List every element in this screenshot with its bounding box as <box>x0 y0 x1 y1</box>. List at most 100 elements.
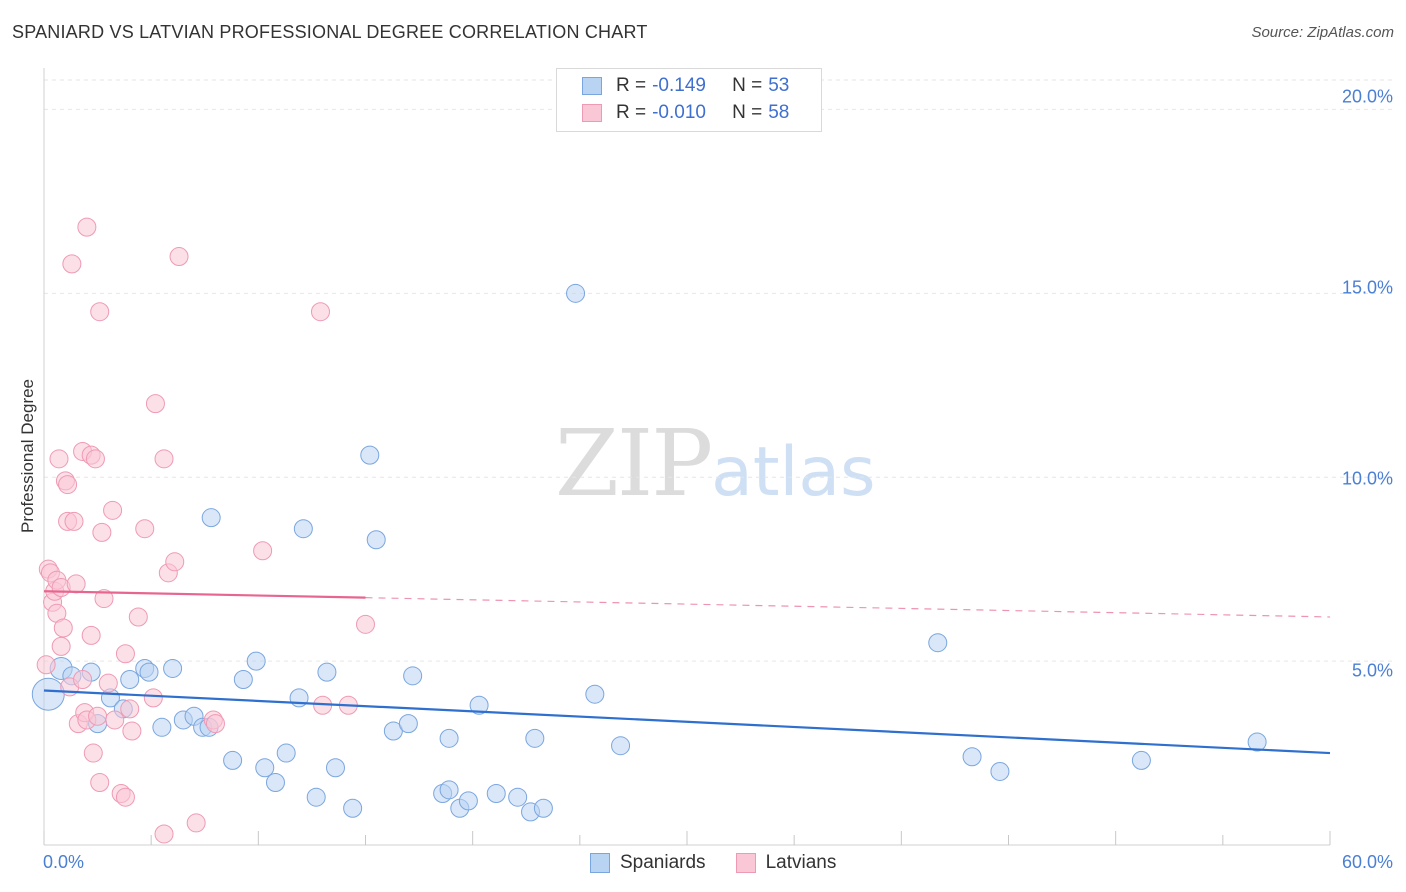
point-latvians <box>36 655 56 675</box>
stats-legend: R = -0.149 N = 53 R = -0.010 N = 58 <box>556 68 822 132</box>
point-spaniards <box>525 728 545 748</box>
legend-n-label: N = <box>732 75 763 96</box>
watermark-atlas: atlas <box>711 433 876 512</box>
point-latvians <box>103 500 123 520</box>
legend-item-latvians[interactable]: Latvians <box>735 852 836 874</box>
point-latvians <box>64 511 84 531</box>
legend-swatch-latvians <box>582 104 602 122</box>
point-spaniards <box>293 519 313 539</box>
point-spaniards <box>163 658 183 678</box>
legend-r-value: -0.010 <box>652 102 706 123</box>
legend-r-value: -0.149 <box>652 75 706 96</box>
point-spaniards <box>139 662 159 682</box>
point-spaniards <box>152 717 172 737</box>
point-spaniards <box>31 677 65 711</box>
legend-swatch-latvians <box>735 853 756 873</box>
point-spaniards <box>533 798 553 818</box>
point-latvians <box>58 475 78 495</box>
y-axis-label: Professional Degree <box>18 378 37 534</box>
point-spaniards <box>233 669 253 689</box>
point-spaniards <box>201 508 221 528</box>
point-spaniards <box>439 728 459 748</box>
legend-item-spaniards[interactable]: Spaniards <box>590 852 706 874</box>
point-latvians <box>154 449 174 469</box>
point-latvians <box>145 394 165 414</box>
legend-row-spaniards: R = -0.149 N = 53 <box>582 73 789 99</box>
point-spaniards <box>317 662 337 682</box>
point-spaniards <box>403 666 423 686</box>
point-latvians <box>356 614 375 634</box>
point-spaniards <box>611 736 631 756</box>
y-tick-label: 5.0% <box>1351 660 1393 681</box>
point-latvians <box>62 254 82 274</box>
point-latvians <box>205 714 225 734</box>
point-spaniards <box>265 772 285 792</box>
point-latvians <box>73 669 93 689</box>
legend-label-spaniards: Spaniards <box>620 852 706 873</box>
point-latvians <box>88 706 108 726</box>
point-spaniards <box>366 530 386 550</box>
point-spaniards <box>1131 750 1151 770</box>
point-spaniards <box>398 714 418 734</box>
legend-n-label: N = <box>732 102 763 123</box>
point-spaniards <box>469 695 489 715</box>
point-latvians <box>105 710 125 730</box>
legend-swatch-spaniards <box>582 77 602 95</box>
point-latvians <box>115 644 135 664</box>
chart-title: SPANIARD VS LATVIAN PROFESSIONAL DEGREE … <box>12 22 648 42</box>
point-latvians <box>186 813 206 833</box>
point-latvians <box>83 743 103 763</box>
x-tick-label: 60.0% <box>1341 852 1393 872</box>
legend-n-value: 58 <box>768 102 790 123</box>
point-spaniards <box>508 787 528 807</box>
point-spaniards <box>223 750 243 770</box>
point-latvians <box>90 772 110 792</box>
point-latvians <box>81 625 101 645</box>
point-latvians <box>115 787 135 807</box>
point-latvians <box>310 302 330 322</box>
watermark-zip: ZIP <box>555 410 713 517</box>
point-latvians <box>253 541 273 561</box>
x-tick-label: 0.0% <box>43 852 85 872</box>
point-latvians <box>90 302 110 322</box>
y-tick-label: 15.0% <box>1341 277 1393 298</box>
point-spaniards <box>990 761 1010 781</box>
series-legend: Spaniards Latvians <box>590 852 866 874</box>
source-label: Source: ZipAtlas.com <box>1251 24 1394 41</box>
point-spaniards <box>246 651 266 671</box>
legend-row-latvians: R = -0.010 N = 58 <box>582 100 789 126</box>
point-latvians <box>128 607 148 627</box>
point-latvians <box>135 519 155 539</box>
point-spaniards <box>962 747 982 767</box>
point-latvians <box>53 618 73 638</box>
y-tick-label: 10.0% <box>1341 468 1393 489</box>
point-latvians <box>49 449 69 469</box>
legend-n-value: 53 <box>768 75 790 96</box>
point-spaniards <box>486 784 506 804</box>
point-latvians <box>120 699 140 719</box>
point-latvians <box>154 824 174 844</box>
point-latvians <box>77 217 97 237</box>
legend-r-label: R = <box>616 75 647 96</box>
point-latvians <box>98 673 118 693</box>
trendline-spaniards <box>43 689 1331 755</box>
point-latvians <box>51 636 71 656</box>
point-spaniards <box>360 445 380 465</box>
legend-swatch-spaniards <box>590 853 610 873</box>
watermark: ZIPatlas <box>555 410 876 517</box>
point-spaniards <box>439 780 459 800</box>
point-spaniards <box>585 684 605 704</box>
point-latvians <box>169 247 189 267</box>
point-latvians <box>92 522 112 542</box>
legend-r-label: R = <box>616 102 647 123</box>
point-spaniards <box>928 633 948 653</box>
trendline-latvians <box>43 590 366 599</box>
point-latvians <box>165 552 185 572</box>
point-spaniards <box>276 743 296 763</box>
point-spaniards <box>325 758 345 778</box>
point-spaniards <box>1247 732 1267 752</box>
point-latvians <box>143 688 163 708</box>
point-latvians <box>94 589 114 609</box>
trendline-extension-latvians <box>365 597 1331 618</box>
